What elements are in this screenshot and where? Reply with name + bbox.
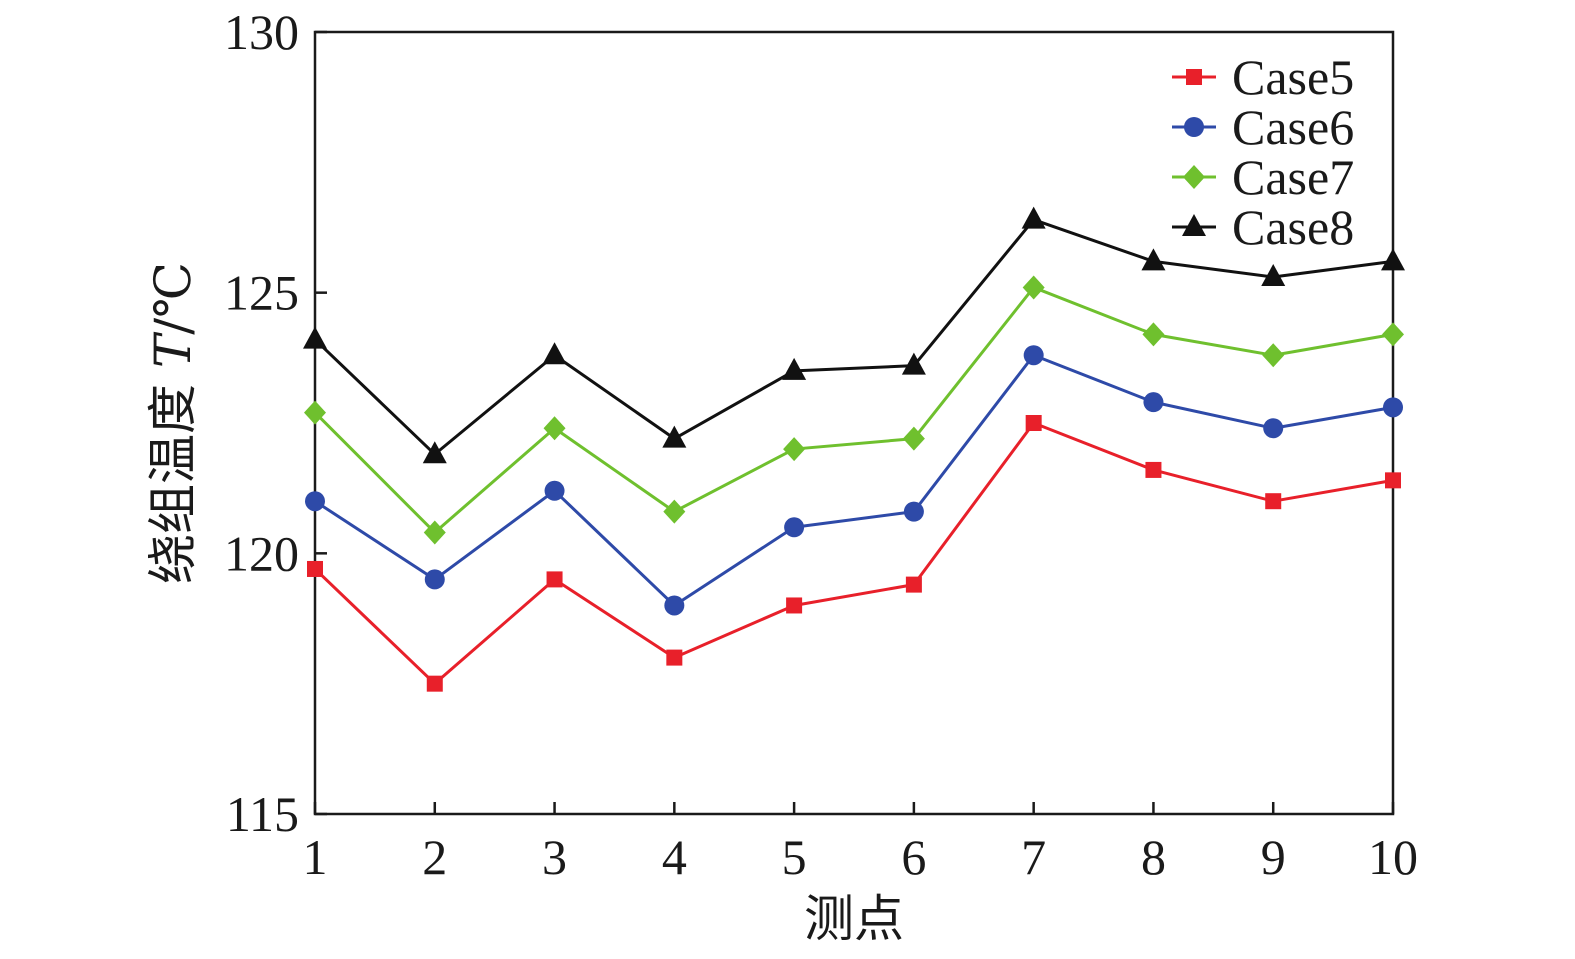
legend-marker xyxy=(1186,69,1202,85)
data-point-case8 xyxy=(1021,206,1046,229)
data-point-case7 xyxy=(783,437,806,462)
series-case6 xyxy=(305,345,1403,616)
data-point-case6 xyxy=(544,480,565,501)
x-tick-label: 2 xyxy=(422,829,447,885)
data-point-case6 xyxy=(1143,392,1164,413)
series-line-case5 xyxy=(313,421,1394,686)
y-tick-label: 115 xyxy=(226,786,299,842)
y-axis-title-symbol: T xyxy=(144,331,202,368)
data-point-case7 xyxy=(1382,322,1404,347)
data-point-case6 xyxy=(424,569,445,590)
y-tick-label: 125 xyxy=(224,265,299,321)
data-point-case7 xyxy=(1022,275,1045,300)
y-tick-label: 130 xyxy=(224,4,299,60)
x-tick-label: 1 xyxy=(303,829,328,885)
legend-item-case5: Case5 xyxy=(1172,49,1354,105)
data-point-case8 xyxy=(1141,248,1166,271)
data-point-case8 xyxy=(303,326,327,349)
x-tick-label: 6 xyxy=(901,829,926,885)
data-point-case6 xyxy=(1383,397,1403,418)
series-case5 xyxy=(307,415,1401,692)
legend-marker xyxy=(1182,214,1206,236)
x-tick-label: 8 xyxy=(1141,829,1166,885)
y-axis-title-unit: /℃ xyxy=(144,262,202,335)
x-tick-label: 3 xyxy=(542,829,567,885)
x-tick-label: 9 xyxy=(1261,829,1286,885)
legend-item-case8: Case8 xyxy=(1172,199,1354,255)
y-axis-title: 绕组温度 T/℃ xyxy=(144,262,202,584)
y-axis-title-text: 绕组温度 xyxy=(144,368,202,584)
data-point-case8 xyxy=(782,357,807,380)
x-axis-title: 测点 xyxy=(804,890,904,948)
series-line-case8 xyxy=(313,218,1394,456)
legend-label: Case7 xyxy=(1232,149,1354,205)
data-point-case6 xyxy=(784,517,805,538)
series-line-case7 xyxy=(313,285,1394,534)
legend-item-case6: Case6 xyxy=(1172,99,1354,155)
legend-label: Case6 xyxy=(1232,99,1354,155)
series-line-case6 xyxy=(314,353,1394,607)
data-point-case7 xyxy=(543,416,566,441)
x-tick-label: 5 xyxy=(782,829,807,885)
series-layer xyxy=(303,206,1405,692)
data-point-case6 xyxy=(305,491,325,512)
data-point-case5 xyxy=(905,576,922,593)
x-tick-label: 4 xyxy=(662,829,687,885)
data-point-case7 xyxy=(902,426,925,451)
y-tick-label: 120 xyxy=(224,525,299,581)
series-case8 xyxy=(303,206,1405,464)
x-tick-label: 10 xyxy=(1368,829,1418,885)
x-axis: 1 2 3 4 5 6 7 8 9 10 xyxy=(303,802,1418,885)
y-axis: 115 120 125 130 xyxy=(224,4,327,842)
legend-label: Case5 xyxy=(1232,49,1354,105)
data-point-case5 xyxy=(426,675,443,692)
data-point-case7 xyxy=(663,499,686,524)
data-point-case5 xyxy=(1385,472,1401,489)
data-point-case5 xyxy=(307,560,323,577)
data-point-case5 xyxy=(546,571,563,588)
data-point-case6 xyxy=(664,595,685,616)
data-point-case5 xyxy=(666,649,683,666)
data-point-case7 xyxy=(423,520,446,545)
data-point-case6 xyxy=(1023,345,1044,366)
data-point-case5 xyxy=(1265,493,1282,510)
data-point-case6 xyxy=(1263,418,1284,439)
data-point-case7 xyxy=(1142,322,1165,347)
data-point-case5 xyxy=(1145,461,1162,478)
series-case7 xyxy=(304,275,1404,545)
data-point-case8 xyxy=(662,425,687,448)
legend-item-case7: Case7 xyxy=(1172,149,1354,205)
data-point-case8 xyxy=(542,342,567,365)
data-point-case5 xyxy=(786,597,803,614)
data-point-case6 xyxy=(903,501,924,522)
data-point-case7 xyxy=(1262,343,1285,368)
data-point-case5 xyxy=(1025,415,1042,431)
legend-marker xyxy=(1184,117,1204,137)
data-point-case8 xyxy=(1261,264,1286,287)
data-point-case8 xyxy=(901,352,926,375)
x-tick-label: 7 xyxy=(1021,829,1046,885)
data-point-case7 xyxy=(304,400,326,425)
legend-label: Case8 xyxy=(1232,199,1354,255)
data-point-case8 xyxy=(1381,248,1405,271)
legend-marker xyxy=(1183,165,1205,189)
data-point-case8 xyxy=(422,441,447,464)
